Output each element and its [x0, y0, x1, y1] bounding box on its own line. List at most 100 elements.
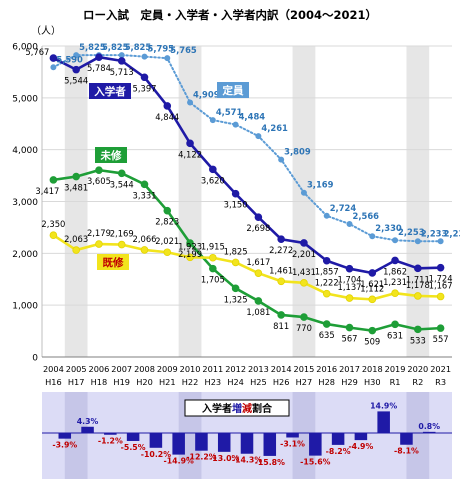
data-label: 4,261 — [261, 123, 288, 133]
data-label: 5,397 — [133, 83, 157, 93]
series-point — [368, 269, 377, 277]
series-point — [300, 239, 308, 247]
legend-label: 既修 — [103, 256, 124, 269]
x-tick-era: H17 — [68, 377, 85, 387]
series-point — [231, 284, 240, 293]
rate-label: -14.3% — [232, 456, 262, 465]
rate-bar — [104, 433, 117, 435]
x-tick-era: H24 — [227, 377, 244, 387]
series-point — [118, 52, 125, 59]
data-label: 1,178 — [406, 280, 430, 290]
x-tick-era: H29 — [341, 377, 358, 387]
series-point — [232, 121, 239, 128]
data-label: 2,233 — [421, 228, 448, 238]
x-tick-era: H22 — [182, 377, 199, 387]
series-point — [436, 292, 445, 301]
x-tick-year: 2007 — [111, 364, 132, 374]
series-point — [50, 64, 57, 71]
series-point — [300, 279, 308, 287]
y-tick-label: 3,000 — [12, 198, 38, 208]
series-point — [437, 238, 444, 245]
data-label: 5,713 — [110, 67, 134, 77]
rate-label: -12.2% — [186, 453, 216, 462]
chart-title: ロー入試 定員・入学者・入学者内訳（2004〜2021） — [83, 8, 377, 22]
series-point — [72, 172, 80, 181]
series-point — [391, 289, 399, 297]
series-point — [277, 235, 285, 244]
series-point — [391, 320, 399, 329]
y-tick-label: 0 — [32, 354, 38, 364]
data-label: 3,331 — [133, 190, 157, 200]
x-tick-era: H16 — [45, 377, 62, 387]
rate-label: -15.8% — [255, 458, 285, 467]
data-label: 1,617 — [246, 257, 270, 267]
data-label: 2,199 — [178, 249, 202, 259]
data-label: 3,481 — [64, 183, 88, 193]
series-point — [254, 269, 263, 277]
x-tick-era: H21 — [159, 377, 176, 387]
series-point — [414, 238, 421, 245]
series-point — [49, 176, 58, 184]
series-point — [163, 248, 172, 257]
data-label: 631 — [387, 330, 403, 340]
rate-label: 4.3% — [77, 417, 99, 426]
legend-label: 入学者 — [94, 85, 126, 98]
data-label: 5,825 — [125, 42, 152, 52]
x-tick-year: 2013 — [248, 364, 269, 374]
series-point — [414, 264, 422, 273]
x-tick-year: 2016 — [316, 364, 337, 374]
data-label: 1,825 — [224, 246, 248, 256]
x-tick-year: 2005 — [66, 364, 87, 374]
series-point — [277, 311, 285, 319]
legend-label: 定員 — [222, 84, 244, 97]
rate-label: -13.0% — [209, 454, 239, 463]
series-point — [49, 231, 58, 239]
data-label: 2,823 — [155, 217, 179, 227]
x-tick-era: R1 — [390, 377, 401, 387]
data-label: 1,923 — [178, 241, 202, 251]
data-label: 4,844 — [155, 112, 179, 122]
data-label: 5,795 — [148, 44, 175, 54]
series-point — [414, 292, 422, 300]
series-point — [95, 166, 103, 174]
rate-label: -4.9% — [348, 442, 373, 451]
rate-bar — [172, 433, 185, 455]
data-label: 2,063 — [64, 234, 88, 244]
x-tick-year: 2010 — [180, 364, 201, 374]
rate-bar — [126, 433, 140, 441]
rate-label: -1.2% — [98, 437, 123, 446]
rate-label: -3.9% — [52, 441, 77, 450]
series-point — [346, 220, 353, 227]
data-label: 557 — [433, 334, 449, 344]
data-label: 4,122 — [178, 149, 202, 159]
data-label: 4,909 — [193, 90, 220, 100]
data-label: 567 — [342, 334, 358, 344]
legend-box — [217, 82, 249, 98]
rate-bar — [377, 411, 390, 433]
x-tick-era: H20 — [136, 377, 153, 387]
data-label: 5,765 — [170, 45, 197, 55]
data-label: 2,724 — [330, 203, 357, 213]
data-label: 1,137 — [338, 282, 362, 292]
data-label: 1,222 — [315, 278, 339, 288]
y-tick-label: 4,000 — [12, 146, 38, 156]
series-point — [278, 156, 285, 163]
rate-bar — [217, 433, 231, 452]
series-point — [117, 169, 126, 178]
data-label: 1,167 — [429, 281, 453, 291]
data-label: 3,417 — [35, 186, 59, 196]
x-tick-year: 2020 — [407, 364, 428, 374]
data-label: 509 — [364, 337, 380, 347]
data-label: 1,915 — [201, 242, 225, 252]
series-point — [140, 180, 149, 189]
x-tick-era: H23 — [205, 377, 222, 387]
axes: 0 1,000 2,000 3,000 4,000 5,000 6,000 2004 H16 20… — [12, 43, 452, 387]
series-point — [95, 53, 103, 61]
data-label: 2,201 — [292, 249, 316, 259]
series-point — [368, 326, 377, 335]
rate-bar — [149, 433, 163, 448]
rate-label: -10.2% — [141, 450, 171, 459]
series-lines — [49, 52, 445, 335]
series-point — [392, 237, 399, 244]
x-tick-era: R2 — [412, 377, 423, 387]
